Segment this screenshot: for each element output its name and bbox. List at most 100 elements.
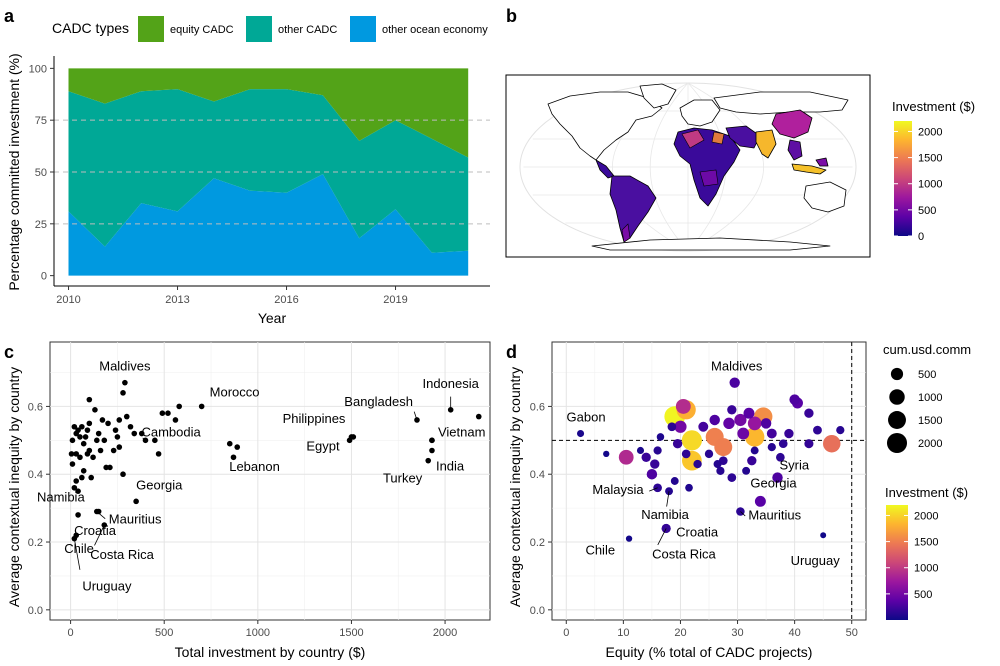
point-58 (80, 468, 87, 474)
bubble-20 (747, 416, 762, 431)
bubble-27 (766, 428, 777, 439)
point-26 (155, 451, 162, 457)
bubble-61 (603, 450, 610, 458)
point-55 (69, 461, 76, 467)
bubble-30 (804, 408, 814, 418)
y-tick-label-0.2: 0.2 (28, 537, 43, 549)
x-tick-label-20: 20 (674, 627, 686, 639)
size-legend-label-1000: 1000 (918, 392, 942, 404)
label-Costa-Rica: Costa Rica (90, 547, 154, 562)
point-56 (73, 451, 80, 457)
point-Indonesia (447, 407, 454, 413)
land-southeast-asia (787, 139, 803, 161)
bubble-14 (681, 430, 702, 451)
point-Cambodia (142, 437, 149, 444)
label-Cambodia: Cambodia (141, 424, 201, 439)
label-Philippines: Philippines (283, 411, 346, 426)
label-Namibia: Namibia (641, 507, 689, 522)
bubble-51 (650, 459, 660, 469)
color-legend-label-2000: 2000 (914, 510, 938, 522)
color-legend-label-500: 500 (914, 589, 932, 601)
point-Maldives (122, 379, 128, 386)
point-24 (172, 417, 179, 423)
point-39 (101, 437, 108, 444)
legend-label-2: other ocean economy (382, 24, 488, 36)
bubble-42 (698, 421, 709, 432)
bubble-22 (823, 434, 841, 453)
x-tick-label-0: 0 (68, 627, 74, 639)
label-Costa-Rica: Costa Rica (652, 546, 716, 561)
label-Georgia: Georgia (750, 475, 797, 490)
y-tick-label-25: 25 (35, 219, 47, 231)
label-Gabon: Gabon (567, 410, 606, 425)
bubble-28 (784, 428, 794, 439)
point-62 (73, 478, 80, 484)
point-Croatia (75, 512, 81, 518)
x-tick-label-500: 500 (155, 627, 173, 639)
label-Malaysia: Malaysia (592, 482, 644, 497)
point-India (429, 447, 435, 454)
legend-label-0: equity CADC (170, 24, 234, 36)
area-other-CADC (68, 89, 469, 253)
legend-swatch-1 (246, 16, 272, 42)
y-tick-label-50: 50 (35, 167, 47, 179)
size-legend-dot-1500 (888, 411, 906, 429)
x-tick-label-50: 50 (846, 627, 858, 639)
label-Mauritius: Mauritius (109, 512, 162, 527)
color-legend-title: Investment ($) (885, 485, 968, 500)
bubble-50 (653, 446, 662, 455)
point-Egypt (346, 437, 353, 444)
point-43 (92, 407, 98, 413)
label-Croatia: Croatia (74, 523, 117, 538)
color-legend-label-1000: 1000 (914, 563, 938, 575)
x-tick-label-30: 30 (731, 627, 743, 639)
point-28 (152, 437, 158, 444)
area-other-ocean-economy (68, 174, 469, 276)
size-legend-label-2000: 2000 (918, 438, 942, 450)
y-tick-label-75: 75 (35, 115, 47, 127)
land-europe (679, 99, 721, 127)
point-19 (350, 434, 357, 440)
point-Costa-Rica (101, 522, 108, 528)
point-Bangladesh (414, 417, 420, 423)
point-72 (71, 484, 78, 491)
point-34 (127, 423, 134, 430)
point-Morocco (198, 403, 205, 410)
bubble-Uruguay (820, 532, 827, 539)
label-Georgia: Georgia (136, 477, 183, 492)
point-41 (95, 430, 102, 437)
label-Syria: Syria (780, 458, 810, 473)
point-33 (131, 430, 138, 437)
point-42 (94, 437, 100, 444)
label-Turkey: Turkey (383, 471, 423, 486)
point-23 (176, 403, 182, 410)
point-30 (116, 417, 123, 423)
bubble-46 (674, 420, 687, 433)
y-tick-label-0.6: 0.6 (530, 401, 545, 413)
bubble-35 (776, 452, 785, 462)
y-axis-title: Percentage committed investment (%) (6, 53, 22, 290)
panel-a-area-chart: CADC types equity CADC other CADC other oce… (6, 16, 490, 326)
x-tick-label-2019: 2019 (383, 294, 407, 306)
x-tick-label-40: 40 (789, 627, 801, 639)
panel-letter-d: d (506, 342, 517, 362)
y-tick-label-0.6: 0.6 (28, 401, 43, 413)
bubble-49 (656, 433, 665, 441)
bubble-25 (743, 407, 755, 419)
label-India: India (436, 458, 465, 473)
label-Maldives: Maldives (711, 359, 763, 374)
land-morocco (681, 129, 705, 149)
bubble-Georgia (754, 495, 766, 507)
label-Lebanon: Lebanon (229, 459, 280, 474)
legend-label-1: other CADC (278, 24, 337, 36)
size-legend-label-500: 500 (918, 369, 936, 381)
point-67 (90, 454, 96, 461)
bubble-58 (727, 473, 737, 482)
bubble-Gabon (576, 429, 585, 438)
bubble-40 (716, 466, 725, 475)
x-tick-label-2013: 2013 (165, 294, 189, 306)
bubble-44 (723, 417, 735, 430)
leader-Uruguay (73, 538, 81, 570)
bubble-Syria (772, 472, 783, 483)
